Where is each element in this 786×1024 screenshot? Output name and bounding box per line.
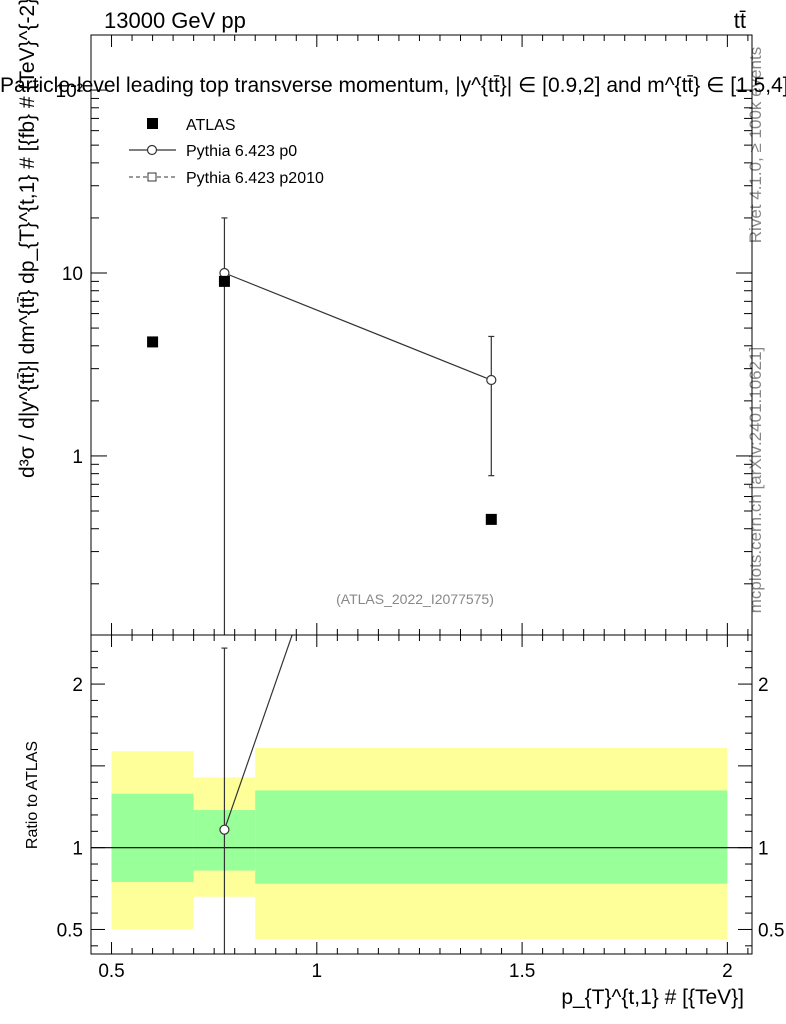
y-tick-label: 10² (56, 81, 83, 102)
uncertainty-band-green (255, 790, 728, 884)
x-axis-label: p_{T}^{t,1} # [{TeV}] (561, 986, 744, 1009)
header-left: 13000 GeV pp (104, 8, 246, 33)
x-tick-label: 1.5 (509, 961, 535, 982)
ratio-y-tick-label: 0.5 (57, 920, 83, 941)
legend-label-p2010: Pythia 6.423 p2010 (186, 170, 324, 187)
uncertainty-band-green (111, 793, 194, 883)
ratio-y-axis-label: Ratio to ATLAS (24, 741, 41, 849)
top-plot-marks (147, 217, 497, 635)
header-right: tt̄ (734, 8, 746, 33)
legend-label-atlas: ATLAS (186, 117, 236, 134)
ratio-mc-p0-line-segment (223, 635, 293, 830)
ratio-uncertainty-bands (91, 747, 752, 940)
x-tick-label: 2 (722, 961, 733, 982)
x-tick-label: 1 (312, 961, 323, 982)
ratio-y-tick-labels: 0.5 0.5 1 1 2 2 (57, 675, 785, 941)
atlas-data-point (218, 275, 230, 287)
y-tick-label: 10 (62, 264, 83, 285)
main-plot-panel: 1 10 10² (ATLAS_2022_I2077575) Particle-le… (0, 0, 786, 636)
rivet-version: Rivet 4.1.0, ≥ 100k events (746, 47, 765, 243)
ratio-plot-frame (90, 634, 753, 955)
legend-marker-p2010 (147, 172, 157, 182)
legend-marker-atlas (147, 118, 158, 129)
analysis-watermark: (ATLAS_2022_I2077575) (336, 591, 494, 607)
ratio-y-tick-label-right: 0.5 (758, 920, 784, 941)
x-tick-labels: 0.5 1 1.5 2 (98, 961, 732, 982)
legend-marker-p0 (146, 144, 158, 156)
mc-p0-line-segment (224, 272, 492, 381)
ratio-y-tick-label-right: 1 (758, 839, 769, 860)
ratio-panel: 0.5 0.5 1 1 2 2 0.5 1 1.5 2 Ratio to ATLAS p_{T}… (24, 634, 785, 1009)
ratio-plot-marks (219, 635, 293, 954)
ratio-y-tick-label-right: 2 (758, 675, 769, 696)
ratio-y-tick-label: 2 (72, 675, 83, 696)
x-tick-label: 0.5 (98, 961, 124, 982)
mcplots-label: mcplots.cern.ch [arXiv:2401.10621] (746, 347, 765, 613)
mc-p0-point (486, 374, 497, 386)
legend-label-p0: Pythia 6.423 p0 (186, 143, 297, 160)
top-y-tick-labels: 1 10 10² (56, 81, 83, 468)
ratio-axis-ticks (90, 635, 752, 954)
ratio-y-tick-label: 1 (72, 839, 83, 860)
plot-title: Particle-level leading top transverse mo… (0, 74, 786, 97)
ratio-mc-p0-point (219, 824, 230, 835)
main-y-axis-label: d³σ / d|y^{tt̄}| dm^{tt̄} dp_{T}^{t,1} #… (16, 0, 39, 478)
atlas-data-point (485, 513, 497, 525)
legend: ATLAS Pythia 6.423 p0 Pythia 6.423 p2010 (129, 117, 324, 187)
atlas-data-point (147, 336, 159, 348)
y-tick-label: 1 (72, 447, 83, 468)
